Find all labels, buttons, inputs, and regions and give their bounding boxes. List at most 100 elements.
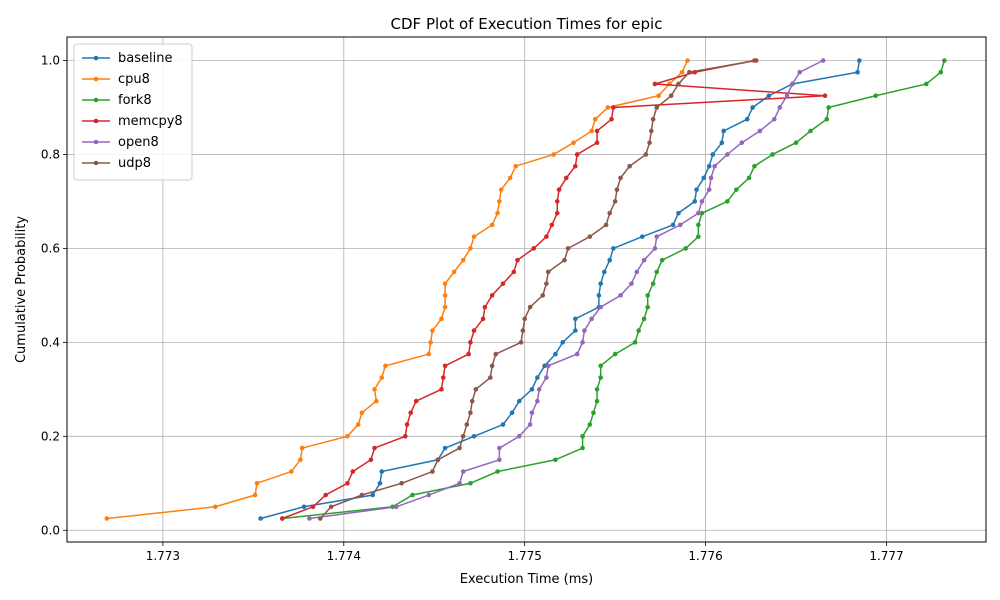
data-point-memcpy8 xyxy=(442,363,448,369)
legend-label: open8 xyxy=(118,135,159,150)
data-point-baseline xyxy=(710,152,716,157)
data-point-udp8 xyxy=(545,269,551,275)
data-point-cpu8 xyxy=(513,163,518,169)
data-point-udp8 xyxy=(562,257,567,263)
data-point-fork8 xyxy=(612,351,618,357)
data-point-cpu8 xyxy=(589,128,594,134)
data-point-baseline xyxy=(607,257,613,263)
data-point-fork8 xyxy=(824,116,830,122)
data-point-open8 xyxy=(641,257,647,263)
data-point-open8 xyxy=(426,492,432,498)
data-point-memcpy8 xyxy=(822,93,828,99)
data-point-cpu8 xyxy=(289,469,294,474)
data-point-open8 xyxy=(677,222,683,228)
data-point-memcpy8 xyxy=(549,222,555,228)
data-point-baseline xyxy=(601,269,607,275)
data-point-fork8 xyxy=(699,210,705,216)
legend-swatch-marker xyxy=(93,118,99,124)
data-point-open8 xyxy=(544,375,549,380)
series-cpu8 xyxy=(104,58,690,521)
data-point-memcpy8 xyxy=(350,469,356,474)
legend: baseline cpu8 fork8 memcpy8 open8 udp8 xyxy=(73,43,193,181)
data-point-baseline xyxy=(560,340,565,345)
data-point-cpu8 xyxy=(471,234,477,239)
axis-ticks: 1.773 1.774 1.775 1.776 1.777 0.0 0.2 0.4 0.6 0.8… xyxy=(41,53,904,563)
data-point-cpu8 xyxy=(298,457,303,463)
legend-label: cpu8 xyxy=(118,72,150,87)
data-point-fork8 xyxy=(654,269,660,275)
data-point-memcpy8 xyxy=(611,105,616,110)
data-point-udp8 xyxy=(676,81,681,87)
data-point-udp8 xyxy=(317,516,323,521)
data-point-memcpy8 xyxy=(556,187,562,192)
data-point-baseline xyxy=(694,187,699,192)
data-point-memcpy8 xyxy=(480,316,486,322)
series-open8 xyxy=(307,58,826,521)
data-point-udp8 xyxy=(489,363,495,369)
data-point-memcpy8 xyxy=(574,152,580,157)
x-tick-label: 1.773 xyxy=(146,549,180,563)
data-point-baseline xyxy=(509,410,515,416)
data-point-cpu8 xyxy=(383,363,388,369)
data-point-open8 xyxy=(784,93,790,99)
x-tick-label: 1.776 xyxy=(688,549,722,563)
data-point-cpu8 xyxy=(489,222,495,228)
y-axis-label: Cumulative Probability xyxy=(14,216,29,363)
data-point-baseline xyxy=(535,375,540,380)
data-point-open8 xyxy=(634,269,640,275)
data-point-cpu8 xyxy=(430,328,435,333)
data-point-fork8 xyxy=(752,163,757,169)
y-tick-label: 0.6 xyxy=(41,241,60,255)
data-point-open8 xyxy=(708,175,714,181)
data-point-baseline xyxy=(706,163,712,169)
data-point-fork8 xyxy=(734,187,739,192)
data-point-memcpy8 xyxy=(573,163,578,169)
data-point-open8 xyxy=(535,398,540,404)
data-point-memcpy8 xyxy=(310,504,316,510)
data-point-fork8 xyxy=(696,234,701,239)
data-point-cpu8 xyxy=(379,375,385,380)
data-point-udp8 xyxy=(468,410,473,416)
data-point-open8 xyxy=(497,445,502,451)
data-point-baseline xyxy=(377,480,383,486)
data-point-open8 xyxy=(589,316,594,322)
data-point-open8 xyxy=(739,140,745,145)
data-point-udp8 xyxy=(473,387,479,392)
data-point-udp8 xyxy=(654,105,660,110)
data-point-baseline xyxy=(573,328,578,333)
series-line-baseline xyxy=(260,60,861,520)
data-point-memcpy8 xyxy=(554,199,560,204)
legend-item-baseline: baseline xyxy=(82,51,172,66)
data-point-baseline xyxy=(370,492,376,498)
data-point-cpu8 xyxy=(355,422,361,427)
data-point-open8 xyxy=(393,504,399,510)
data-point-udp8 xyxy=(457,445,462,451)
y-tick-label: 0.8 xyxy=(41,147,60,161)
series-memcpy8 xyxy=(279,58,828,521)
data-point-cpu8 xyxy=(372,387,377,392)
data-point-udp8 xyxy=(647,140,652,145)
data-point-open8 xyxy=(574,351,580,357)
data-point-baseline xyxy=(301,504,307,510)
y-tick-label: 0.2 xyxy=(41,429,60,443)
data-point-cpu8 xyxy=(495,210,500,216)
data-point-udp8 xyxy=(544,281,549,286)
data-point-baseline xyxy=(611,246,616,251)
data-point-fork8 xyxy=(632,340,638,345)
data-point-open8 xyxy=(457,480,462,486)
data-point-fork8 xyxy=(468,480,473,486)
data-point-udp8 xyxy=(627,163,632,169)
data-point-baseline xyxy=(766,93,772,99)
series-line-open8 xyxy=(309,59,824,520)
data-point-open8 xyxy=(797,69,802,75)
data-point-cpu8 xyxy=(442,304,448,310)
data-point-udp8 xyxy=(493,351,499,357)
data-point-fork8 xyxy=(924,81,929,87)
series-baseline xyxy=(258,58,862,521)
data-point-baseline xyxy=(676,210,681,216)
data-point-fork8 xyxy=(770,152,775,157)
data-point-udp8 xyxy=(603,222,609,228)
data-point-fork8 xyxy=(938,69,944,75)
data-point-baseline xyxy=(442,445,448,451)
data-point-memcpy8 xyxy=(413,398,419,404)
